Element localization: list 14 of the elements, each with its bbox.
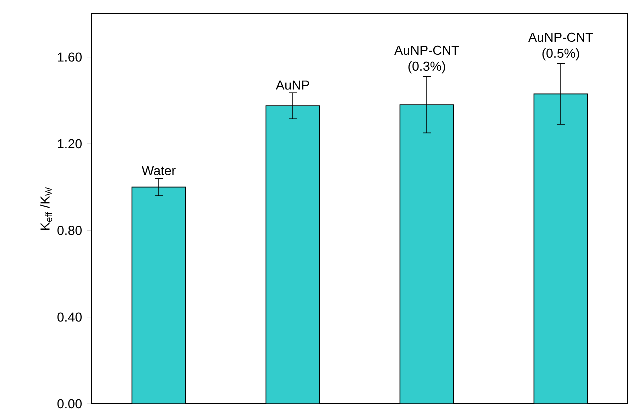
bar (534, 94, 588, 404)
x-tick-label: Water (142, 166, 176, 176)
x-tick-label: AuNP-CNT (0.3%) (394, 46, 460, 74)
bar (132, 186, 186, 404)
y-tick-label: 1.60 (58, 52, 82, 62)
y-tick-label: 0.00 (58, 399, 82, 409)
bar (266, 106, 320, 404)
x-tick-label: AuNP (276, 80, 310, 90)
y-tick-label: 0.40 (58, 312, 82, 322)
bar (400, 104, 454, 404)
y-tick-label: 0.80 (58, 226, 82, 236)
x-tick-label: AuNP-CNT (0.5%) (528, 32, 594, 61)
y-tick-label: 1.20 (58, 139, 82, 149)
y-axis-title: K$_{eff}$ /K$_{W}$ (40, 187, 52, 230)
